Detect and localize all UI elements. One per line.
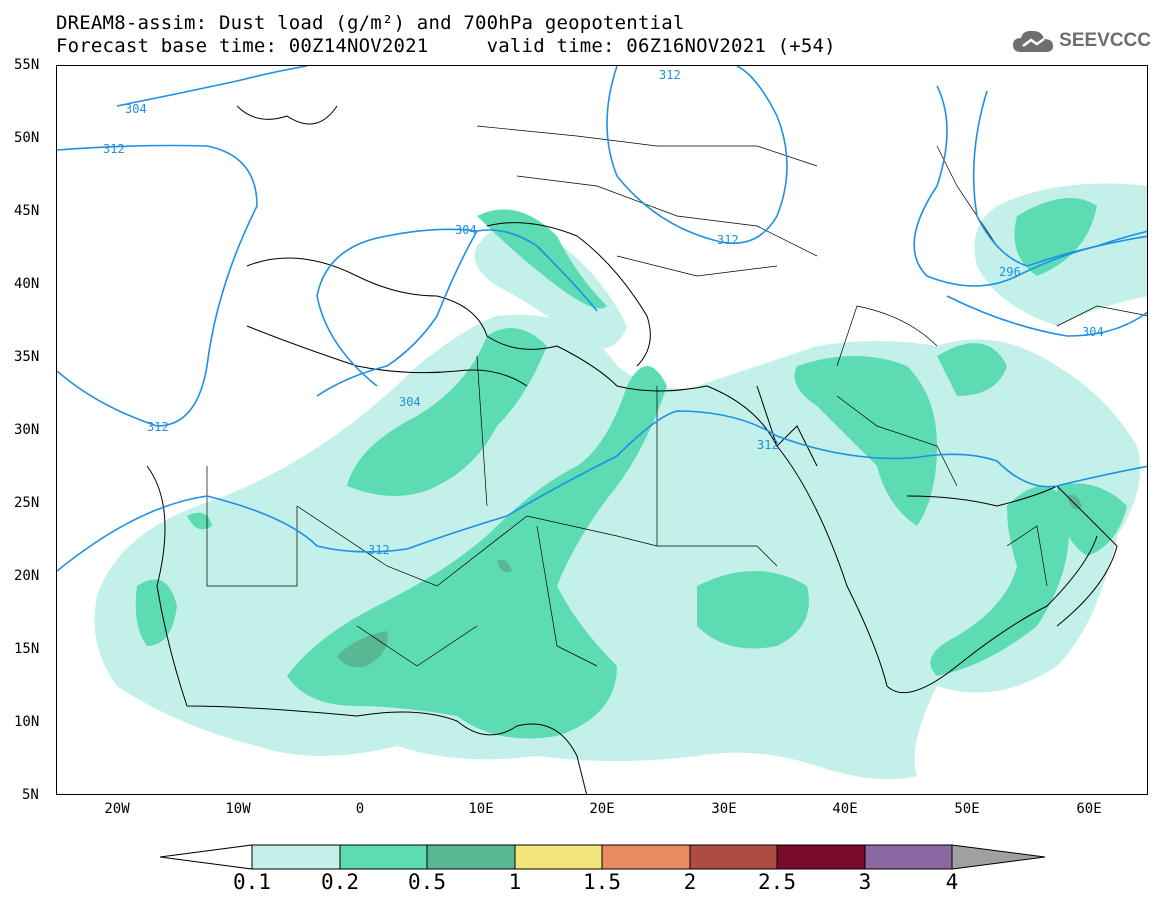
contour-label: 304 xyxy=(455,223,477,237)
contour-label: 312 xyxy=(757,438,779,452)
lat-label: 30N xyxy=(14,422,40,438)
contour-label-group: 304 312 312 304 304 312 312 312 312 296 … xyxy=(103,68,1104,557)
lat-label: 10N xyxy=(14,714,40,730)
lat-label: 20N xyxy=(14,568,40,584)
contour-label: 312 xyxy=(103,142,125,156)
lon-label: 60E xyxy=(1076,801,1102,817)
colorbar-label: 2 xyxy=(683,870,697,894)
lat-label: 50N xyxy=(14,130,40,146)
contour-label: 296 xyxy=(999,265,1021,279)
lat-label: 25N xyxy=(14,495,40,511)
colorbar-swatch xyxy=(601,844,691,870)
colorbar-right-arrow xyxy=(951,844,1045,870)
colorbar xyxy=(160,844,1045,870)
contour-label: 312 xyxy=(368,543,390,557)
colorbar-swatch xyxy=(689,844,778,870)
colorbar-label: 0.2 xyxy=(321,870,359,894)
colorbar-swatch xyxy=(776,844,866,870)
lon-label: 20W xyxy=(104,801,130,817)
forecast-time-subtitle: Forecast base time: 00Z14NOV2021 valid t… xyxy=(56,35,836,57)
lat-label: 55N xyxy=(14,57,40,73)
colorbar-label: 0.1 xyxy=(233,870,271,894)
colorbar-label: 2.5 xyxy=(758,870,796,894)
dust-light-fill xyxy=(94,183,1147,780)
colorbar-swatch xyxy=(864,844,953,870)
seevccc-logo: SEEVCCC xyxy=(1011,28,1151,54)
dust-map-svg: 304 312 312 304 304 312 312 312 312 296 … xyxy=(57,66,1147,794)
contour-label: 304 xyxy=(1082,325,1104,339)
colorbar-label: 1 xyxy=(508,870,522,894)
lon-label: 10E xyxy=(468,801,494,817)
lat-label: 15N xyxy=(14,641,40,657)
contour-label: 312 xyxy=(147,420,169,434)
contour-label: 312 xyxy=(659,68,681,82)
colorbar-swatch xyxy=(251,844,341,870)
lat-label: 40N xyxy=(14,276,40,292)
colorbar-label: 4 xyxy=(945,870,959,894)
lat-label: 35N xyxy=(14,349,40,365)
lon-label: 30E xyxy=(711,801,737,817)
lon-label: 10W xyxy=(225,801,251,817)
colorbar-label: 1.5 xyxy=(583,870,621,894)
colorbar-swatch xyxy=(426,844,516,870)
lon-label: 40E xyxy=(832,801,858,817)
lat-label: 45N xyxy=(14,203,40,219)
logo-text: SEEVCCC xyxy=(1059,30,1151,51)
contour-label: 312 xyxy=(717,233,739,247)
colorbar-label: 0.5 xyxy=(408,870,446,894)
geopotential-contours xyxy=(57,66,1147,572)
lon-label: 50E xyxy=(954,801,980,817)
cloud-icon xyxy=(1013,30,1054,52)
map-title: DREAM8-assim: Dust load (g/m²) and 700hP… xyxy=(56,12,685,34)
contour-label: 304 xyxy=(125,102,147,116)
colorbar-label: 3 xyxy=(858,870,872,894)
coastlines xyxy=(146,105,1118,794)
lat-label: 5N xyxy=(22,787,39,803)
dust-map: 304 312 312 304 304 312 312 312 312 296 … xyxy=(56,65,1148,795)
lon-label: 0 xyxy=(355,801,365,817)
colorbar-left-arrow xyxy=(160,844,253,870)
contour-label: 304 xyxy=(399,395,421,409)
lon-label: 20E xyxy=(589,801,615,817)
colorbar-swatch xyxy=(514,844,603,870)
dust-high-fill xyxy=(337,494,1082,668)
colorbar-swatch xyxy=(339,844,428,870)
